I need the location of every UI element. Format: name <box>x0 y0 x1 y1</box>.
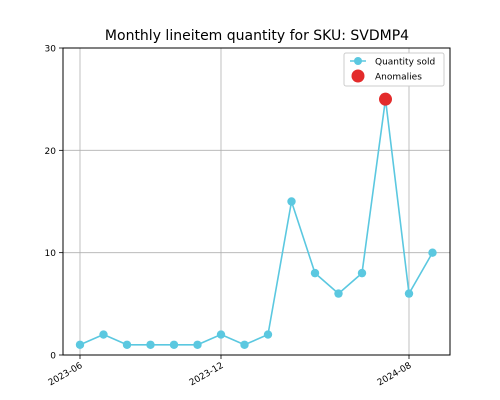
y-tick-label: 20 <box>45 147 57 157</box>
legend-marker-anomalies <box>351 69 365 83</box>
data-point-quantity-sold <box>404 289 414 298</box>
data-point-quantity-sold <box>263 330 273 339</box>
data-point-quantity-sold <box>122 340 132 349</box>
data-point-quantity-sold <box>99 330 108 339</box>
data-point-quantity-sold <box>334 289 343 298</box>
data-point-quantity-sold <box>216 330 226 339</box>
y-tick-label: 0 <box>50 352 56 362</box>
series-quantity-sold <box>75 94 437 349</box>
legend-box <box>343 52 445 87</box>
data-point-quantity-sold <box>169 340 179 349</box>
plot-frame <box>62 47 451 356</box>
data-point-quantity-sold <box>428 248 437 257</box>
legend-label-anomalies: Anomalies <box>375 73 422 83</box>
data-point-quantity-sold <box>193 340 202 349</box>
series-anomalies <box>379 92 392 106</box>
data-point-quantity-sold <box>240 340 249 349</box>
data-point-anomaly <box>379 92 392 106</box>
data-point-quantity-sold <box>310 268 320 278</box>
data-point-quantity-sold <box>287 197 296 206</box>
data-point-quantity-sold <box>357 268 367 278</box>
legend: Quantity sold Anomalies <box>343 52 445 87</box>
chart-title: Monthly lineitem quantity for SKU: SVDMP… <box>105 28 409 44</box>
y-axis: 0 10 20 30 <box>45 45 63 362</box>
y-tick-label: 10 <box>45 249 57 259</box>
data-point-quantity-sold <box>146 340 155 349</box>
legend-label-quantity-sold: Quantity sold <box>375 58 435 68</box>
y-tick-label: 30 <box>45 45 57 55</box>
data-point-quantity-sold <box>75 340 85 349</box>
series-line-quantity-sold <box>79 98 434 346</box>
legend-marker-quantity-sold <box>354 57 362 65</box>
